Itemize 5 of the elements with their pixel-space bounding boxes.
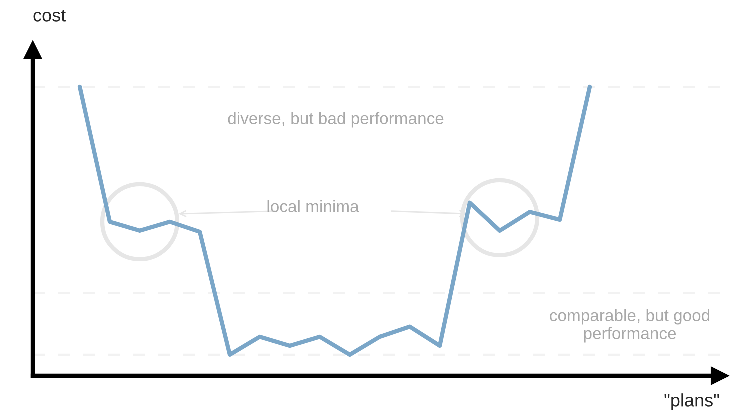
- annotation: local minima: [268, 200, 360, 212]
- annotation: diverse, but bad performance: [228, 112, 444, 128]
- x-axis-title: "plans": [664, 394, 720, 410]
- y-axis-title: cost: [34, 10, 66, 22]
- annotation: comparable, but good performance: [550, 309, 710, 343]
